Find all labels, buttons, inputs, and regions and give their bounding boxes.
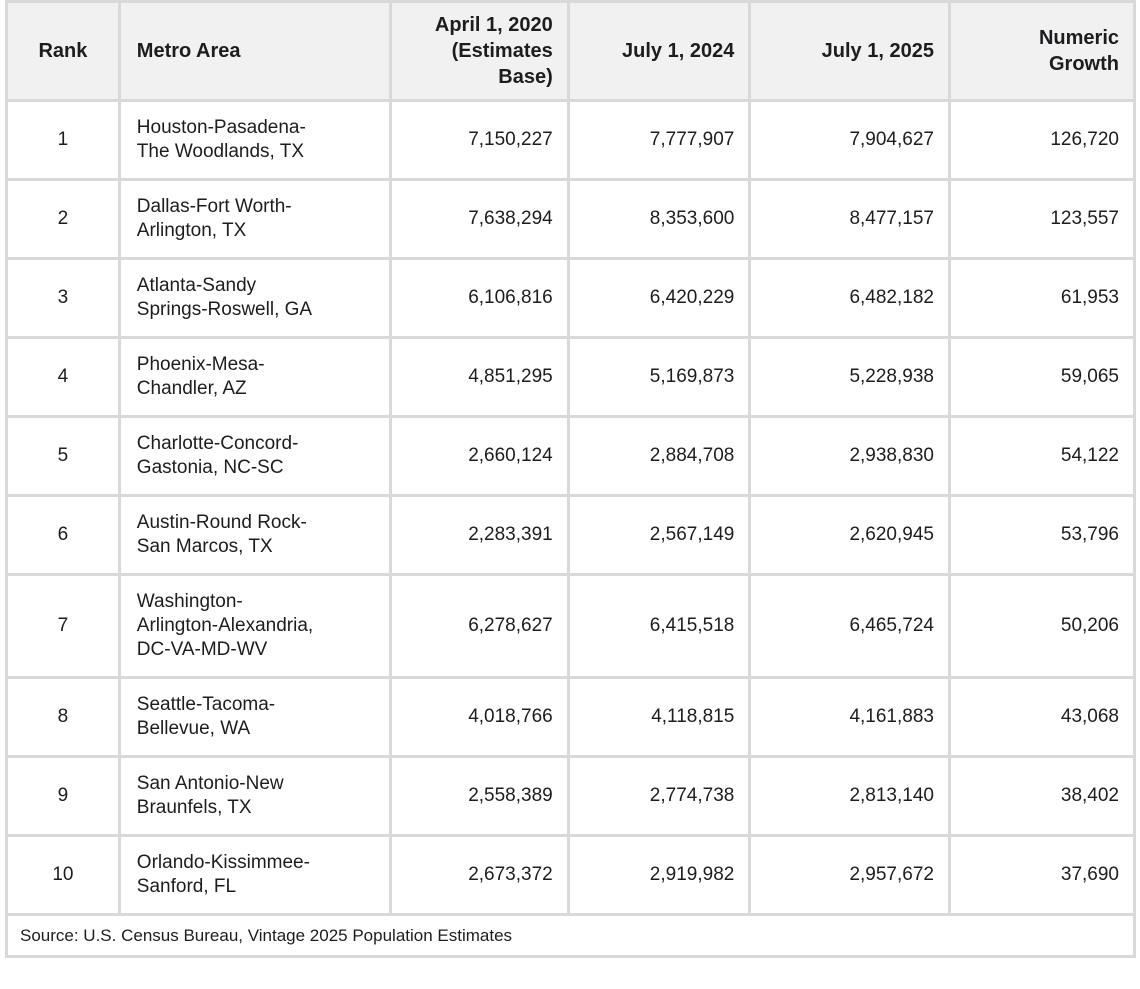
rank-cell: 4 — [5, 336, 121, 418]
base-2020-cell: 4,851,295 — [388, 336, 570, 418]
table-row: 5 Charlotte-Concord- Gastonia, NC-SC 2,6… — [5, 415, 1137, 497]
numeric-growth-cell: 123,557 — [947, 178, 1137, 260]
table-body: 1 Houston-Pasadena- The Woodlands, TX 7,… — [5, 99, 1137, 916]
july-2024-cell: 2,919,982 — [566, 834, 752, 916]
metro-area-cell: Orlando-Kissimmee- Sanford, FL — [117, 834, 392, 916]
col-header-numeric-growth: Numeric Growth — [947, 0, 1137, 102]
base-2020-cell: 2,660,124 — [388, 415, 570, 497]
col-header-july-2024: July 1, 2024 — [566, 0, 752, 102]
july-2024-cell: 5,169,873 — [566, 336, 752, 418]
july-2025-cell: 6,482,182 — [748, 257, 951, 339]
july-2024-cell: 2,567,149 — [566, 494, 752, 576]
rank-cell: 7 — [5, 573, 121, 679]
july-2024-cell: 4,118,815 — [566, 676, 752, 758]
metro-area-cell: Seattle-Tacoma- Bellevue, WA — [117, 676, 392, 758]
numeric-growth-cell: 53,796 — [947, 494, 1137, 576]
base-2020-cell: 7,150,227 — [388, 99, 570, 181]
col-header-july-2025: July 1, 2025 — [748, 0, 951, 102]
metro-area-cell: Phoenix-Mesa- Chandler, AZ — [117, 336, 392, 418]
july-2025-cell: 8,477,157 — [748, 178, 951, 260]
source-note: Source: U.S. Census Bureau, Vintage 2025… — [5, 913, 1136, 958]
col-header-metro-area: Metro Area — [117, 0, 392, 102]
rank-cell: 8 — [5, 676, 121, 758]
metro-area-cell: Houston-Pasadena- The Woodlands, TX — [117, 99, 392, 181]
july-2025-cell: 2,938,830 — [748, 415, 951, 497]
july-2025-cell: 2,957,672 — [748, 834, 951, 916]
table-row: 6 Austin-Round Rock- San Marcos, TX 2,28… — [5, 494, 1137, 576]
july-2024-cell: 6,415,518 — [566, 573, 752, 679]
table-header: Rank Metro Area April 1, 2020 (Estimates… — [5, 0, 1137, 102]
table-row: 4 Phoenix-Mesa- Chandler, AZ 4,851,295 5… — [5, 336, 1137, 418]
rank-cell: 9 — [5, 755, 121, 837]
rank-cell: 6 — [5, 494, 121, 576]
table-row: 2 Dallas-Fort Worth- Arlington, TX 7,638… — [5, 178, 1137, 260]
july-2025-cell: 2,813,140 — [748, 755, 951, 837]
metro-population-table: Rank Metro Area April 1, 2020 (Estimates… — [5, 0, 1137, 958]
metro-area-cell: Charlotte-Concord- Gastonia, NC-SC — [117, 415, 392, 497]
base-2020-cell: 6,106,816 — [388, 257, 570, 339]
source-row: Source: U.S. Census Bureau, Vintage 2025… — [5, 913, 1136, 958]
base-2020-cell: 2,283,391 — [388, 494, 570, 576]
metro-area-cell: Austin-Round Rock- San Marcos, TX — [117, 494, 392, 576]
col-header-rank: Rank — [5, 0, 121, 102]
july-2025-cell: 5,228,938 — [748, 336, 951, 418]
table-row: 8 Seattle-Tacoma- Bellevue, WA 4,018,766… — [5, 676, 1137, 758]
numeric-growth-cell: 43,068 — [947, 676, 1137, 758]
table-row: 9 San Antonio-New Braunfels, TX 2,558,38… — [5, 755, 1137, 837]
numeric-growth-cell: 59,065 — [947, 336, 1137, 418]
metro-area-cell: Dallas-Fort Worth- Arlington, TX — [117, 178, 392, 260]
numeric-growth-cell: 37,690 — [947, 834, 1137, 916]
metro-area-cell: Washington- Arlington-Alexandria, DC-VA-… — [117, 573, 392, 679]
table-row: 3 Atlanta-Sandy Springs-Roswell, GA 6,10… — [5, 257, 1137, 339]
base-2020-cell: 7,638,294 — [388, 178, 570, 260]
metro-area-cell: San Antonio-New Braunfels, TX — [117, 755, 392, 837]
july-2024-cell: 6,420,229 — [566, 257, 752, 339]
table-row: 10 Orlando-Kissimmee- Sanford, FL 2,673,… — [5, 834, 1137, 916]
rank-cell: 5 — [5, 415, 121, 497]
table-row: 7 Washington- Arlington-Alexandria, DC-V… — [5, 573, 1137, 679]
rank-cell: 10 — [5, 834, 121, 916]
col-header-estimates-base: April 1, 2020 (Estimates Base) — [388, 0, 570, 102]
july-2024-cell: 8,353,600 — [566, 178, 752, 260]
july-2024-cell: 2,884,708 — [566, 415, 752, 497]
numeric-growth-cell: 61,953 — [947, 257, 1137, 339]
metro-area-cell: Atlanta-Sandy Springs-Roswell, GA — [117, 257, 392, 339]
july-2024-cell: 7,777,907 — [566, 99, 752, 181]
base-2020-cell: 6,278,627 — [388, 573, 570, 679]
july-2025-cell: 6,465,724 — [748, 573, 951, 679]
base-2020-cell: 4,018,766 — [388, 676, 570, 758]
july-2025-cell: 2,620,945 — [748, 494, 951, 576]
july-2025-cell: 4,161,883 — [748, 676, 951, 758]
table-row: 1 Houston-Pasadena- The Woodlands, TX 7,… — [5, 99, 1137, 181]
numeric-growth-cell: 54,122 — [947, 415, 1137, 497]
rank-cell: 2 — [5, 178, 121, 260]
july-2025-cell: 7,904,627 — [748, 99, 951, 181]
numeric-growth-cell: 126,720 — [947, 99, 1137, 181]
rank-cell: 1 — [5, 99, 121, 181]
header-row: Rank Metro Area April 1, 2020 (Estimates… — [5, 0, 1137, 102]
rank-cell: 3 — [5, 257, 121, 339]
base-2020-cell: 2,673,372 — [388, 834, 570, 916]
july-2024-cell: 2,774,738 — [566, 755, 752, 837]
numeric-growth-cell: 50,206 — [947, 573, 1137, 679]
numeric-growth-cell: 38,402 — [947, 755, 1137, 837]
table-footer: Source: U.S. Census Bureau, Vintage 2025… — [5, 913, 1136, 958]
base-2020-cell: 2,558,389 — [388, 755, 570, 837]
